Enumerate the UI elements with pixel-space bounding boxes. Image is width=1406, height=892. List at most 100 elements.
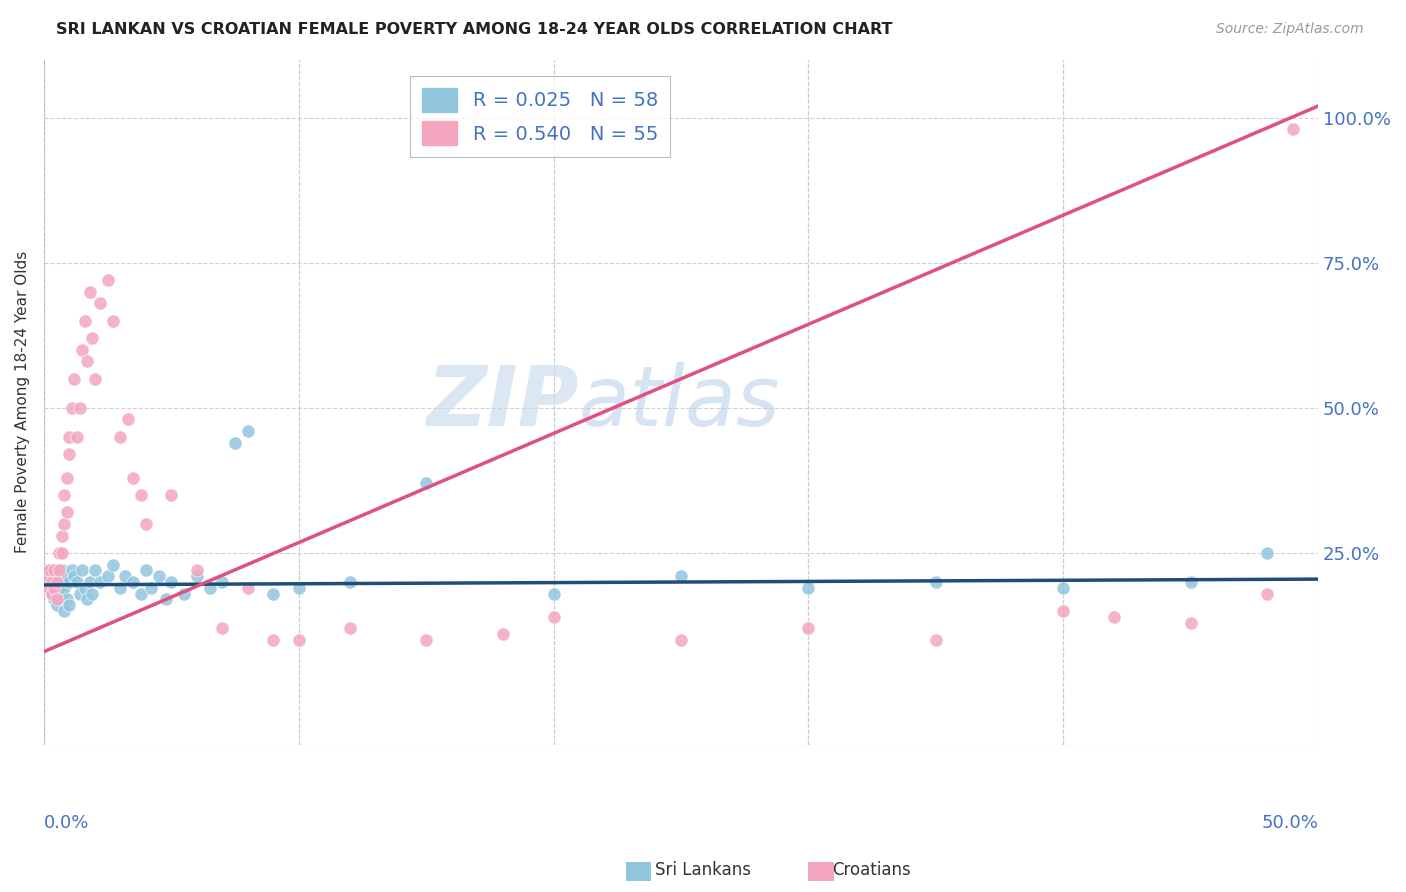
Point bbox=[1180, 574, 1202, 589]
Point bbox=[186, 569, 208, 583]
Point bbox=[491, 627, 513, 641]
Point bbox=[48, 546, 70, 560]
Point bbox=[122, 574, 145, 589]
Point bbox=[66, 574, 89, 589]
Text: 50.0%: 50.0% bbox=[1261, 814, 1319, 832]
Point bbox=[60, 401, 83, 415]
Point bbox=[42, 574, 65, 589]
Point bbox=[135, 563, 157, 577]
Point bbox=[76, 592, 98, 607]
Point bbox=[236, 424, 259, 438]
Point bbox=[45, 569, 67, 583]
Point bbox=[1104, 610, 1126, 624]
Point bbox=[79, 574, 101, 589]
Point bbox=[1052, 604, 1074, 618]
Point bbox=[82, 331, 104, 345]
Point bbox=[41, 587, 63, 601]
Point bbox=[63, 372, 86, 386]
Point bbox=[97, 569, 120, 583]
Point bbox=[76, 354, 98, 368]
Point bbox=[224, 435, 246, 450]
Point bbox=[83, 372, 105, 386]
Point bbox=[160, 488, 183, 502]
Point bbox=[415, 633, 437, 648]
Point bbox=[543, 610, 565, 624]
Point bbox=[66, 430, 89, 444]
Point bbox=[925, 574, 948, 589]
Point bbox=[1281, 122, 1303, 136]
Point bbox=[1180, 615, 1202, 630]
Point bbox=[110, 430, 132, 444]
Point bbox=[669, 569, 692, 583]
Point bbox=[35, 574, 58, 589]
Point bbox=[129, 587, 152, 601]
Point bbox=[53, 488, 76, 502]
Text: Source: ZipAtlas.com: Source: ZipAtlas.com bbox=[1216, 22, 1364, 37]
Point bbox=[1256, 546, 1278, 560]
Point bbox=[89, 296, 111, 310]
Point bbox=[797, 622, 820, 636]
Point bbox=[73, 581, 96, 595]
Point bbox=[186, 563, 208, 577]
Point bbox=[58, 447, 80, 461]
Point bbox=[339, 622, 361, 636]
Legend: R = 0.025   N = 58, R = 0.540   N = 55: R = 0.025 N = 58, R = 0.540 N = 55 bbox=[411, 76, 669, 157]
Point bbox=[45, 574, 67, 589]
Point bbox=[135, 516, 157, 531]
Point bbox=[139, 581, 162, 595]
Text: Sri Lankans: Sri Lankans bbox=[655, 861, 751, 879]
Point bbox=[129, 488, 152, 502]
Point bbox=[117, 412, 139, 426]
Point bbox=[58, 430, 80, 444]
Point bbox=[543, 587, 565, 601]
Point bbox=[155, 592, 177, 607]
Point bbox=[89, 574, 111, 589]
Point bbox=[38, 563, 60, 577]
Point bbox=[110, 581, 132, 595]
Point bbox=[211, 622, 233, 636]
Point bbox=[45, 599, 67, 613]
Point bbox=[1052, 581, 1074, 595]
Text: ZIP: ZIP bbox=[426, 361, 579, 442]
Y-axis label: Female Poverty Among 18-24 Year Olds: Female Poverty Among 18-24 Year Olds bbox=[15, 251, 30, 553]
Point bbox=[41, 587, 63, 601]
Point bbox=[114, 569, 136, 583]
Point bbox=[797, 581, 820, 595]
Point bbox=[287, 581, 309, 595]
Point bbox=[41, 574, 63, 589]
Point bbox=[70, 343, 93, 357]
Point bbox=[73, 314, 96, 328]
Point bbox=[38, 581, 60, 595]
Text: atlas: atlas bbox=[579, 361, 780, 442]
Point bbox=[56, 470, 79, 484]
Point bbox=[53, 516, 76, 531]
Point bbox=[211, 574, 233, 589]
Point bbox=[669, 633, 692, 648]
Point bbox=[148, 569, 170, 583]
Point bbox=[415, 476, 437, 491]
Text: SRI LANKAN VS CROATIAN FEMALE POVERTY AMONG 18-24 YEAR OLDS CORRELATION CHART: SRI LANKAN VS CROATIAN FEMALE POVERTY AM… bbox=[56, 22, 893, 37]
Point bbox=[38, 569, 60, 583]
Point bbox=[42, 581, 65, 595]
Point bbox=[51, 563, 73, 577]
Point bbox=[287, 633, 309, 648]
Point bbox=[56, 505, 79, 519]
Point bbox=[48, 563, 70, 577]
Point bbox=[42, 563, 65, 577]
Point bbox=[53, 604, 76, 618]
Point bbox=[262, 633, 284, 648]
Point bbox=[122, 470, 145, 484]
Point bbox=[53, 581, 76, 595]
Point bbox=[58, 574, 80, 589]
Point bbox=[925, 633, 948, 648]
Text: 0.0%: 0.0% bbox=[44, 814, 89, 832]
Point bbox=[41, 563, 63, 577]
Point bbox=[173, 587, 195, 601]
Point bbox=[51, 546, 73, 560]
Point bbox=[69, 587, 91, 601]
Point bbox=[38, 581, 60, 595]
Point bbox=[35, 574, 58, 589]
Point bbox=[42, 592, 65, 607]
Point bbox=[97, 273, 120, 287]
Point bbox=[45, 592, 67, 607]
